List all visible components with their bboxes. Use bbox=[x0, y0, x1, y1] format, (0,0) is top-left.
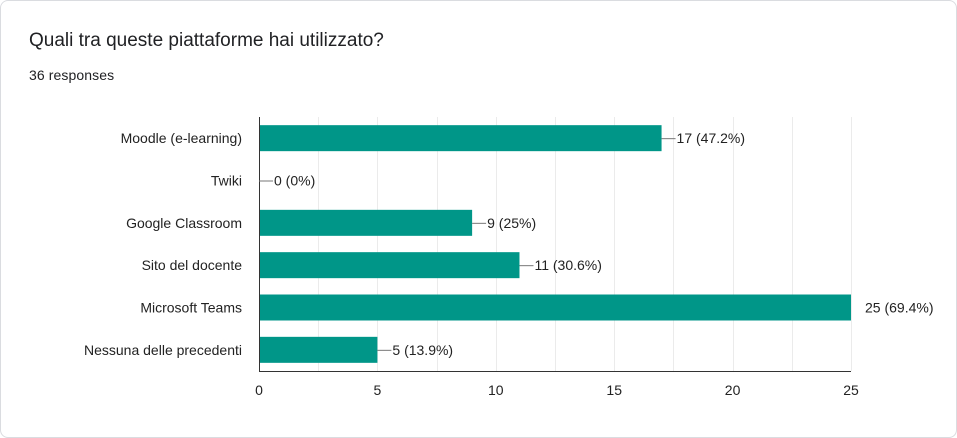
x-tick-label: 10 bbox=[488, 382, 504, 398]
bar bbox=[259, 209, 473, 236]
bar bbox=[259, 252, 520, 279]
category-label: Microsoft Teams bbox=[140, 300, 242, 316]
data-label: 0 (0%) bbox=[274, 173, 315, 189]
data-label: 9 (25%) bbox=[487, 215, 536, 231]
bar bbox=[259, 125, 662, 152]
bar-layer bbox=[259, 125, 851, 363]
bar bbox=[259, 294, 851, 321]
x-tick-label: 15 bbox=[606, 382, 622, 398]
category-label: Sito del docente bbox=[142, 257, 243, 273]
data-label: 25 (69.4%) bbox=[865, 300, 933, 316]
category-label: Google Classroom bbox=[126, 215, 242, 231]
category-label: Moodle (e-learning) bbox=[121, 130, 242, 146]
x-tick-label: 0 bbox=[255, 382, 263, 398]
data-label: 5 (13.9%) bbox=[392, 342, 453, 358]
grid-layer bbox=[318, 117, 852, 371]
data-label: 17 (47.2%) bbox=[677, 130, 745, 146]
label-layer: Moodle (e-learning) 17 (47.2%) Twiki 0 (0%)… bbox=[84, 130, 933, 358]
x-tick-label: 5 bbox=[374, 382, 382, 398]
x-tick-label: 20 bbox=[725, 382, 741, 398]
category-label: Nessuna delle precedenti bbox=[84, 342, 242, 358]
data-label: 11 (30.6%) bbox=[534, 257, 601, 273]
axis-layer: 0 5 10 15 20 25 bbox=[255, 117, 859, 398]
response-count: 36 responses bbox=[29, 67, 115, 83]
bar bbox=[259, 336, 378, 363]
x-tick-label: 25 bbox=[843, 382, 859, 398]
category-label: Twiki bbox=[211, 173, 242, 189]
question-title: Quali tra queste piattaforme hai utilizz… bbox=[29, 30, 384, 51]
